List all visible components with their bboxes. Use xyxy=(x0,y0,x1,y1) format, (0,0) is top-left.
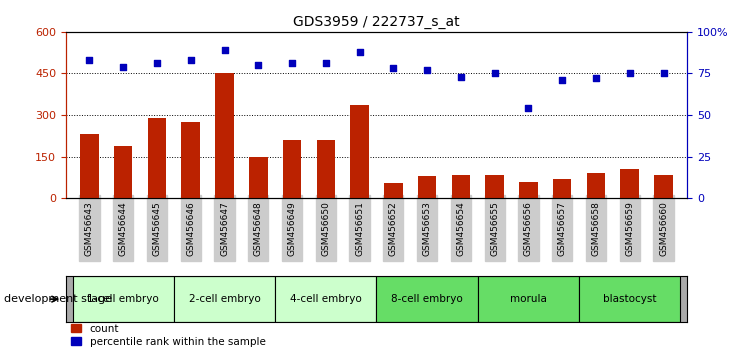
Text: 1-cell embryo: 1-cell embryo xyxy=(87,294,159,304)
Point xyxy=(658,71,670,76)
Point xyxy=(387,65,399,71)
Point xyxy=(320,61,332,66)
Bar xyxy=(384,183,403,198)
Bar xyxy=(553,179,572,198)
Bar xyxy=(418,176,436,198)
Point xyxy=(219,47,230,53)
Title: GDS3959 / 222737_s_at: GDS3959 / 222737_s_at xyxy=(293,16,460,29)
Bar xyxy=(283,140,301,198)
Bar xyxy=(376,276,478,322)
Point xyxy=(590,76,602,81)
Bar xyxy=(452,175,470,198)
Bar xyxy=(249,157,268,198)
Bar xyxy=(181,122,200,198)
Point xyxy=(185,57,197,63)
Point xyxy=(624,71,635,76)
Text: development stage: development stage xyxy=(4,294,112,304)
Point xyxy=(287,61,298,66)
Point xyxy=(83,57,95,63)
Bar xyxy=(148,118,166,198)
Point xyxy=(523,105,534,111)
Point xyxy=(151,61,163,66)
Bar xyxy=(519,182,538,198)
Bar xyxy=(654,175,673,198)
Bar xyxy=(174,276,275,322)
Bar xyxy=(215,74,234,198)
Bar xyxy=(350,105,369,198)
Point xyxy=(118,64,129,70)
Bar xyxy=(114,145,132,198)
Bar xyxy=(621,169,639,198)
Text: 2-cell embryo: 2-cell embryo xyxy=(189,294,260,304)
Point xyxy=(354,49,366,55)
Point xyxy=(421,67,433,73)
Bar xyxy=(587,173,605,198)
Bar xyxy=(317,140,335,198)
Text: 4-cell embryo: 4-cell embryo xyxy=(290,294,362,304)
Text: 8-cell embryo: 8-cell embryo xyxy=(391,294,463,304)
Point xyxy=(489,71,501,76)
Bar xyxy=(275,276,376,322)
Legend: count, percentile rank within the sample: count, percentile rank within the sample xyxy=(71,324,265,347)
Point xyxy=(252,62,264,68)
Point xyxy=(455,74,466,80)
Bar xyxy=(80,135,99,198)
Bar xyxy=(485,175,504,198)
Text: blastocyst: blastocyst xyxy=(603,294,656,304)
Text: morula: morula xyxy=(510,294,547,304)
Point xyxy=(556,77,568,83)
Bar xyxy=(579,276,681,322)
Bar xyxy=(478,276,579,322)
Bar xyxy=(72,276,174,322)
